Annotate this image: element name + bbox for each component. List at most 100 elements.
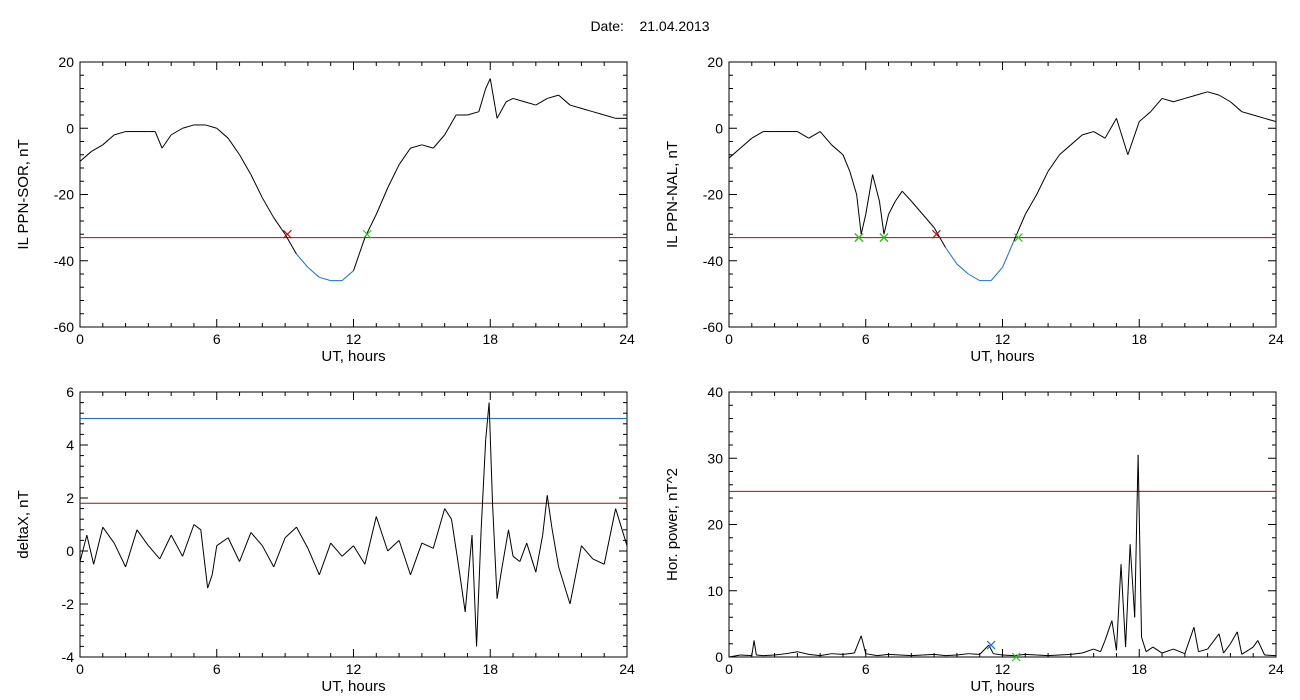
trace-segment [1193,627,1199,652]
trace-segment [444,114,457,136]
trace-segment [894,190,903,202]
trace-segment [808,653,821,657]
x-tick-label: 0 [76,331,84,347]
trace-segment [387,164,400,189]
x-tick-label: 18 [482,661,498,677]
trace-segment [899,654,912,657]
trace-segment [86,534,95,565]
trace-segment [888,653,900,656]
trace-segment [740,654,752,657]
trace-segment [207,574,213,589]
trace-segment [488,402,494,504]
trace-segment [147,545,161,560]
trace-segment [535,535,544,573]
x-tick-label: 6 [862,331,870,347]
trace-segment [318,542,332,576]
trace-segment [569,545,582,605]
trace-segment [507,529,514,557]
trace-segment [444,508,452,520]
date-value: 21.04.2013 [639,18,710,34]
y-tick-label: 0 [66,120,74,136]
y-tick-label: 0 [66,543,74,559]
trace-segment [878,201,885,235]
trace-segment [307,266,320,278]
y-tick-label: 30 [707,450,723,466]
trace-segment [753,640,757,656]
x-tick-label: 12 [346,661,362,677]
trace-segment [284,234,297,255]
y-tick-label: -2 [62,596,75,612]
x-tick-label: 12 [995,661,1011,677]
trace-segment [1218,633,1225,654]
trace-segment [496,101,507,119]
trace-segment [1127,121,1140,155]
trace-segment [1198,648,1208,653]
trace-segment [1161,648,1174,654]
trace-segment [1141,636,1147,652]
trace-segment [457,564,466,613]
trace-segment [1152,646,1163,654]
y-axis-label: IL PPN-NAL, nT [664,141,681,248]
crossing-marker [879,233,889,242]
x-tick-label: 24 [1268,661,1284,677]
trace-segment [1129,544,1136,618]
trace-segment [307,548,320,576]
trace-segment [1134,454,1139,618]
trace-segment [546,495,553,528]
trace-segment [1184,627,1195,654]
trace-segment [319,276,331,282]
crossing-marker [362,229,372,239]
x-axis-label: UT, hours [970,678,1034,695]
trace-segment [364,516,377,565]
trace-segment [728,654,741,658]
trace-segment [227,137,240,156]
trace-segment [831,653,843,655]
trace-segment [410,542,423,576]
trace-segment [341,270,354,282]
plot-frame [79,61,628,328]
trace-segment [945,654,957,657]
trace-segment [159,534,172,560]
trace-segment [808,131,821,139]
y-tick-label: 10 [707,583,723,599]
date-label: Date: [590,18,624,34]
trace-segment [467,111,479,116]
trace-segment [296,253,309,268]
trace-segment [1196,91,1208,96]
trace-segment [1111,620,1117,651]
trace-segment [922,214,935,228]
trace-segment [797,131,810,139]
trace-segment [375,187,389,215]
trace-segment [774,653,787,656]
plot-frame [79,391,628,658]
trace-segment [216,537,229,547]
trace-segment [1137,454,1143,638]
trace-segment [922,653,935,656]
trace-segment [421,542,434,549]
trace-segment [432,508,446,549]
trace-segment [353,545,366,565]
trace-segment [1218,94,1231,103]
trace-segment [526,542,537,573]
trace-segment [956,263,969,275]
trace-segment [1036,654,1049,657]
x-tick-label: 0 [76,661,84,677]
x-tick-label: 12 [995,331,1011,347]
x-tick-label: 24 [619,331,635,347]
trace-segment [615,508,628,546]
trace-segment [451,519,459,565]
trace-segment [1013,214,1026,242]
x-tick-label: 12 [346,331,362,347]
trace-segment [581,545,594,560]
trace-segment [1173,648,1186,655]
trace-segment [1145,646,1154,653]
trace-segment [284,526,297,539]
trace-segment [856,194,862,235]
trace-segment [1036,171,1049,195]
trace-segment [842,154,851,172]
trace-segment [569,104,582,109]
trace-segment [547,94,559,99]
y-tick-label: -40 [703,253,723,269]
crossing-marker [931,229,941,239]
